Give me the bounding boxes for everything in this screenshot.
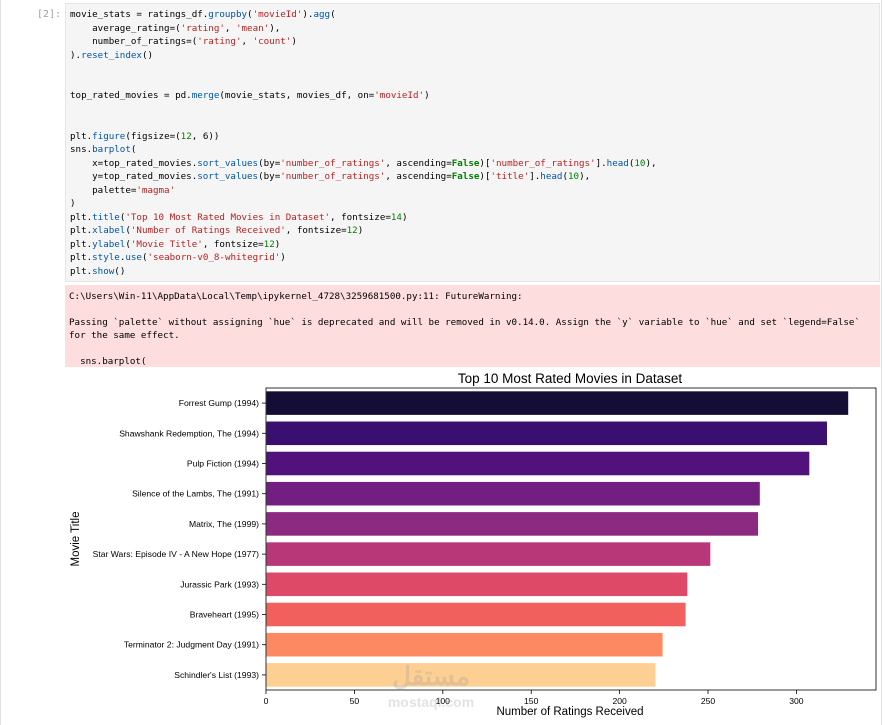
- bar: [266, 421, 827, 446]
- y-tick-label: Terminator 2: Judgment Day (1991): [124, 640, 259, 650]
- bar: [266, 663, 656, 687]
- x-axis-label: Number of Ratings Received: [496, 706, 643, 718]
- code-line[interactable]: plt.xlabel('Number of Ratings Received',…: [70, 225, 364, 236]
- y-axis-label: Movie Title: [70, 512, 82, 567]
- y-tick-label: Jurassic Park (1993): [180, 579, 259, 589]
- code-line[interactable]: x=top_rated_movies.sort_values(by='numbe…: [70, 157, 657, 169]
- y-tick-label: Schindler's List (1993): [174, 670, 259, 680]
- bar: [266, 512, 759, 536]
- y-tick-label: Silence of the Lambs, The (1991): [132, 489, 259, 499]
- bar: [266, 481, 760, 506]
- x-tick-label: 300: [789, 696, 804, 706]
- code-line[interactable]: number_of_ratings=('rating', 'count'): [70, 36, 297, 47]
- x-tick-label: 250: [701, 696, 716, 706]
- y-tick-labels: Forrest Gump (1994) Shawshank Redemption,…: [93, 398, 266, 680]
- chart-title: Top 10 Most Rated Movies in Dataset: [458, 371, 683, 386]
- watermark-arabic: مستقل: [392, 661, 470, 691]
- watermark-latin: mostaql.com: [388, 694, 474, 710]
- code-line[interactable]: ).reset_index(): [70, 49, 154, 61]
- warning-message: Passing `palette` without assigning `hue…: [69, 317, 866, 341]
- y-tick-label: Pulp Fiction (1994): [187, 459, 259, 469]
- y-tick-label: Shawshank Redemption, The (1994): [119, 428, 259, 438]
- watermark: مستقل mostaql.com: [388, 661, 474, 710]
- y-tick-label: Star Wars: Episode IV - A New Hope (1977…: [93, 549, 260, 559]
- code-line[interactable]: plt.title('Top 10 Most Rated Movies in D…: [70, 211, 408, 223]
- code-line[interactable]: movie_stats = ratings_df.groupby('movieI…: [70, 9, 336, 20]
- y-tick-label: Matrix, The (1999): [189, 519, 259, 529]
- y-tick-label: Forrest Gump (1994): [179, 398, 259, 408]
- warning-call: sns.barplot(: [69, 356, 147, 367]
- x-tick-label: 50: [350, 696, 360, 706]
- y-tick-label: Braveheart (1995): [190, 610, 259, 620]
- plot-area: [265, 387, 877, 691]
- code-line[interactable]: sns.barplot(: [70, 144, 137, 155]
- code-line[interactable]: plt.style.use('seaborn-v0_8-whitegrid'): [70, 252, 286, 263]
- code-line[interactable]: plt.figure(figsize=(12, 6)): [70, 130, 220, 142]
- bar: [266, 542, 711, 566]
- code-line[interactable]: palette='magma': [70, 184, 176, 196]
- code-line[interactable]: y=top_rated_movies.sort_values(by='numbe…: [70, 171, 591, 182]
- bars-group: [266, 391, 849, 687]
- x-tick-label: 150: [524, 696, 539, 706]
- bar-chart: Top 10 Most Rated Movies in Dataset Numb…: [70, 371, 877, 718]
- x-tick-label: 0: [264, 696, 269, 706]
- bar: [266, 572, 688, 597]
- warning-path: C:\Users\Win-11\AppData\Local\Temp\ipyke…: [69, 291, 523, 302]
- code-line[interactable]: plt.ylabel('Movie Title', fontsize=12): [70, 238, 281, 250]
- x-tick-label: 100: [436, 696, 451, 706]
- x-tick-labels: 0 50 100 150 200 250 300: [264, 690, 804, 706]
- code-line[interactable]: ): [70, 198, 76, 209]
- cell-prompt: [2]:: [37, 9, 62, 20]
- bar: [266, 632, 663, 657]
- x-tick-label: 200: [612, 696, 627, 706]
- code-line[interactable]: average_rating=('rating', 'mean'),: [70, 22, 281, 34]
- stderr-output: C:\Users\Win-11\AppData\Local\Temp\ipyke…: [65, 285, 880, 367]
- code-cell-editor[interactable]: movie_stats = ratings_df.groupby('movieI…: [65, 3, 880, 282]
- code-line[interactable]: plt.show(): [70, 265, 126, 277]
- bar: [266, 602, 686, 627]
- bar: [266, 451, 810, 476]
- bar: [266, 391, 849, 415]
- code-text[interactable]: movie_stats = ratings_df.groupby('movieI…: [66, 4, 879, 278]
- code-line[interactable]: top_rated_movies = pd.merge(movie_stats,…: [70, 90, 430, 101]
